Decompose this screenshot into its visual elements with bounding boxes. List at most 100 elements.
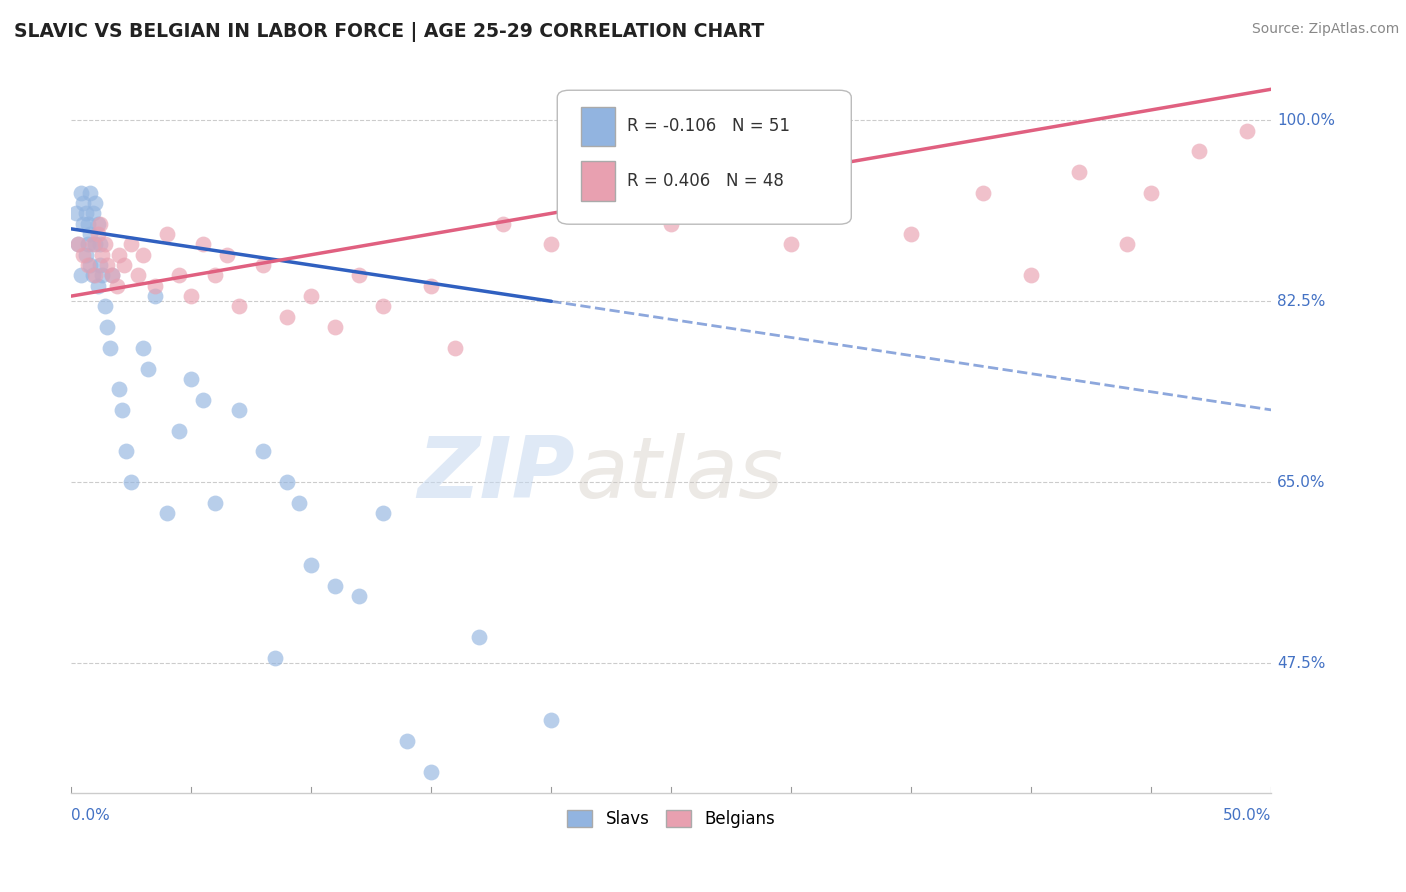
Point [276,475,298,490]
Point [79,258,101,272]
Point [468,631,491,645]
Text: 65.0%: 65.0% [1277,475,1326,490]
Point [349,589,371,603]
Point [75,248,97,262]
Point [86,227,108,241]
Point [98,341,121,355]
Point [972,186,994,200]
Point [132,248,155,262]
Point [252,444,274,458]
Text: ZIP: ZIP [418,433,575,516]
Text: Source: ZipAtlas.com: Source: ZipAtlas.com [1251,22,1399,37]
Point [67,237,90,252]
FancyBboxPatch shape [557,90,851,224]
Point [1116,237,1139,252]
Point [193,237,215,252]
Point [120,475,142,490]
Point [67,237,90,252]
Point [276,310,298,324]
Point [444,341,467,355]
Point [77,258,100,272]
Text: R = -0.106   N = 51: R = -0.106 N = 51 [627,118,790,136]
Text: atlas: atlas [575,433,783,516]
Point [733,196,755,211]
Point [120,237,142,252]
Point [167,268,190,283]
Point [101,268,124,283]
Point [252,258,274,272]
Point [204,496,226,510]
Point [540,237,562,252]
Point [1019,268,1042,283]
Point [84,237,107,252]
Point [72,248,94,262]
Point [204,268,226,283]
Text: R = 0.406   N = 48: R = 0.406 N = 48 [627,172,783,190]
Point [105,278,128,293]
Point [373,300,395,314]
Point [127,268,149,283]
Point [108,248,131,262]
Point [900,227,922,241]
Point [84,196,107,211]
Point [540,713,562,727]
FancyBboxPatch shape [581,106,614,146]
Point [112,258,135,272]
Point [89,258,111,272]
Point [115,444,138,458]
Point [659,217,682,231]
Point [1236,123,1258,137]
Point [82,237,104,252]
Point [323,320,346,334]
Point [828,206,851,220]
Point [94,300,117,314]
Point [492,217,515,231]
Text: 50.0%: 50.0% [1223,808,1271,823]
Text: SLAVIC VS BELGIAN IN LABOR FORCE | AGE 25-29 CORRELATION CHART: SLAVIC VS BELGIAN IN LABOR FORCE | AGE 2… [14,22,765,42]
Point [96,258,118,272]
Point [167,424,190,438]
Point [264,651,287,665]
Point [349,268,371,283]
Point [72,196,94,211]
Legend: Slavs, Belgians: Slavs, Belgians [561,804,782,835]
Point [77,217,100,231]
Point [111,403,134,417]
Text: 47.5%: 47.5% [1277,656,1326,671]
Point [228,300,250,314]
Point [79,227,101,241]
Text: 0.0%: 0.0% [72,808,110,823]
Point [420,278,443,293]
Point [75,206,97,220]
Point [136,361,159,376]
Point [156,506,179,520]
Point [156,227,179,241]
Point [143,289,166,303]
Point [1140,186,1163,200]
Point [89,237,111,252]
Point [72,217,94,231]
Point [193,392,215,407]
Point [1188,145,1211,159]
Point [108,382,131,396]
Point [84,268,107,283]
Point [82,268,104,283]
Point [780,237,803,252]
Point [86,278,108,293]
Point [94,237,117,252]
Point [77,237,100,252]
Point [79,186,101,200]
Point [132,341,155,355]
Point [373,506,395,520]
Point [101,268,124,283]
FancyBboxPatch shape [581,161,614,201]
Point [143,278,166,293]
Text: 100.0%: 100.0% [1277,112,1336,128]
Point [288,496,311,510]
Point [86,217,108,231]
Point [91,248,114,262]
Point [1069,165,1091,179]
Point [396,734,419,748]
Point [299,289,322,303]
Point [228,403,250,417]
